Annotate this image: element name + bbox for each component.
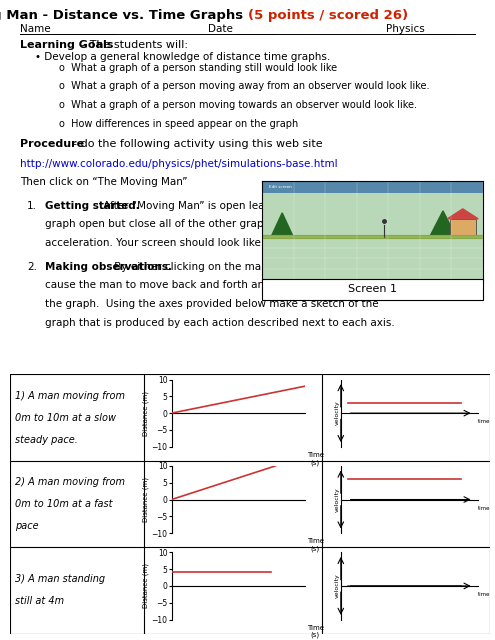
- Text: o  What a graph of a person moving towards an observer would look like.: o What a graph of a person moving toward…: [59, 100, 417, 110]
- Text: Time
(s): Time (s): [307, 452, 324, 465]
- Text: Name ____________: Name ____________: [20, 23, 117, 34]
- Text: 0m to 10m at a slow: 0m to 10m at a slow: [15, 413, 116, 422]
- Text: (5 points / scored 26): (5 points / scored 26): [248, 9, 407, 22]
- Text: 3) A man standing: 3) A man standing: [15, 574, 105, 584]
- Text: o  What a graph of a person moving away from an observer would look like.: o What a graph of a person moving away f…: [59, 81, 430, 92]
- Text: Procedure: Procedure: [20, 139, 84, 149]
- Text: – do the following activity using this web site: – do the following activity using this w…: [68, 139, 323, 149]
- FancyBboxPatch shape: [262, 279, 483, 300]
- Polygon shape: [271, 213, 293, 237]
- Text: cause the man to move back and forth and observe what shows up on: cause the man to move back and forth and…: [45, 280, 413, 291]
- Y-axis label: velocity: velocity: [335, 487, 340, 512]
- Text: graph that is produced by each action described next to each axis.: graph that is produced by each action de…: [45, 317, 395, 328]
- Y-axis label: Distance (m): Distance (m): [142, 390, 148, 436]
- Text: 0m to 10m at a fast: 0m to 10m at a fast: [15, 499, 112, 509]
- Text: the graph.  Using the axes provided below make a sketch of the: the graph. Using the axes provided below…: [45, 299, 378, 309]
- Text: 2) A man moving from: 2) A man moving from: [15, 477, 125, 487]
- Text: 1) A man moving from: 1) A man moving from: [15, 390, 125, 401]
- Text: acceleration. Your screen should look like screen 1.: acceleration. Your screen should look li…: [45, 238, 312, 248]
- Text: time: time: [478, 506, 490, 511]
- Text: By either clicking on the man or the slider: By either clicking on the man or the sli…: [111, 262, 335, 271]
- Text: Making observations.: Making observations.: [45, 262, 172, 271]
- Text: Learning Goals: Learning Goals: [20, 40, 113, 51]
- Text: still at 4m: still at 4m: [15, 596, 64, 607]
- Text: o  How differences in speed appear on the graph: o How differences in speed appear on the…: [59, 118, 298, 129]
- Text: http://www.colorado.edu/physics/phet/simulations-base.html: http://www.colorado.edu/physics/phet/sim…: [20, 159, 338, 169]
- Bar: [262, 181, 483, 193]
- Text: • Develop a general knowledge of distance time graphs.: • Develop a general knowledge of distanc…: [35, 52, 330, 62]
- Text: Then click on “The Moving Man”: Then click on “The Moving Man”: [20, 177, 187, 188]
- Text: Edit screen: Edit screen: [269, 185, 292, 189]
- Polygon shape: [447, 209, 478, 219]
- Y-axis label: Distance (m): Distance (m): [142, 477, 148, 522]
- Text: pace: pace: [15, 521, 38, 531]
- Y-axis label: velocity: velocity: [335, 401, 340, 426]
- Text: – The students will:: – The students will:: [77, 40, 188, 51]
- Y-axis label: velocity: velocity: [335, 573, 340, 598]
- Text: Getting started.: Getting started.: [45, 201, 139, 211]
- Text: Screen 1: Screen 1: [348, 284, 397, 294]
- Text: o  What a graph of a person standing still would look like: o What a graph of a person standing stil…: [59, 63, 338, 73]
- Text: 1.: 1.: [27, 201, 37, 211]
- Text: graph open but close all of the other graphs, velocity and: graph open but close all of the other gr…: [45, 220, 346, 229]
- Y-axis label: Distance (m): Distance (m): [142, 563, 148, 609]
- Text: Time
(s): Time (s): [307, 625, 324, 638]
- Text: steady pace.: steady pace.: [15, 435, 78, 445]
- Polygon shape: [430, 211, 456, 237]
- Text: After “Moving Man” is open leave the position: After “Moving Man” is open leave the pos…: [100, 201, 342, 211]
- Bar: [449, 219, 476, 237]
- Text: time: time: [478, 592, 490, 597]
- Text: Date ________: Date ________: [208, 23, 278, 34]
- Text: Time
(s): Time (s): [307, 538, 324, 552]
- Text: time: time: [478, 419, 490, 424]
- Text: Moving Man - Distance vs. Time Graphs: Moving Man - Distance vs. Time Graphs: [0, 9, 248, 22]
- Text: Physics _____: Physics _____: [386, 23, 454, 34]
- Text: 2.: 2.: [27, 262, 37, 271]
